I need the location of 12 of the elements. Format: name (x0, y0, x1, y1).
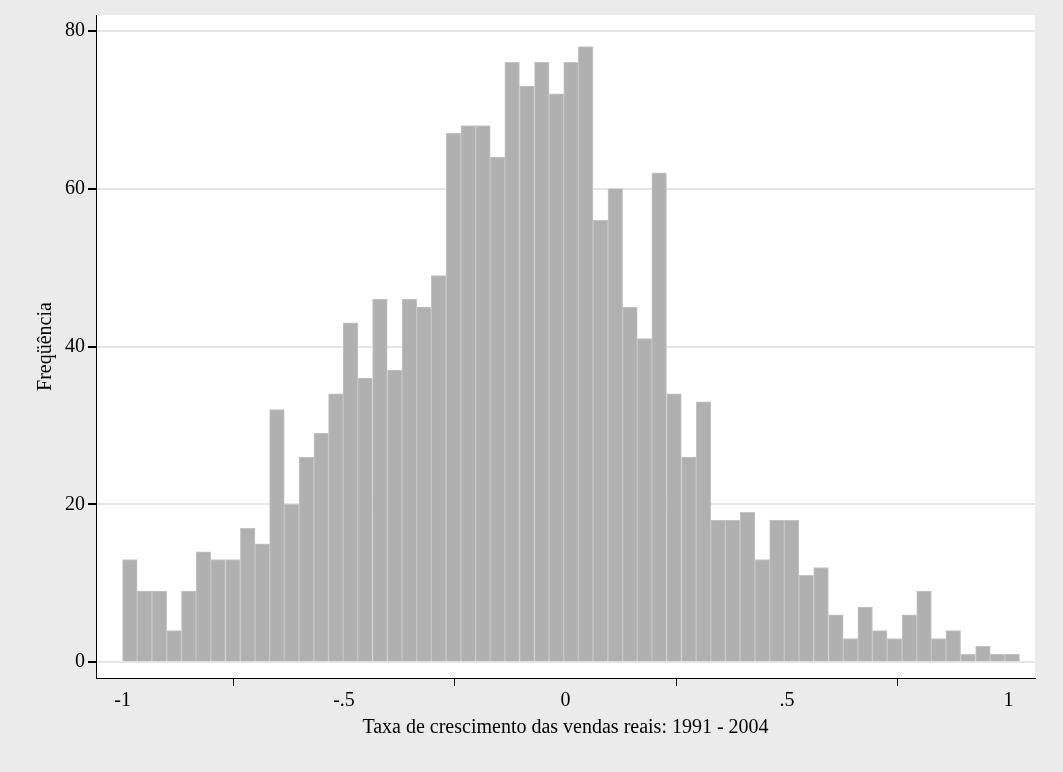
x-tick-label: 1 (1003, 688, 1014, 711)
x-tick-label: -.5 (333, 688, 355, 711)
y-tick-label: 0 (75, 649, 85, 672)
x-tick-label: -1 (114, 688, 131, 711)
y-axis-title: Freqüência (33, 301, 57, 391)
y-tick-label: 20 (65, 491, 85, 514)
y-tick-label: 40 (65, 333, 85, 356)
y-tick-label: 80 (65, 18, 85, 41)
y-tick-label: 60 (65, 175, 85, 198)
x-tick-label: 0 (560, 688, 571, 711)
x-tick-label: .5 (779, 688, 795, 711)
x-axis-title: Taxa de crescimento das vendas reais: 1991 - 2004 (362, 715, 769, 738)
